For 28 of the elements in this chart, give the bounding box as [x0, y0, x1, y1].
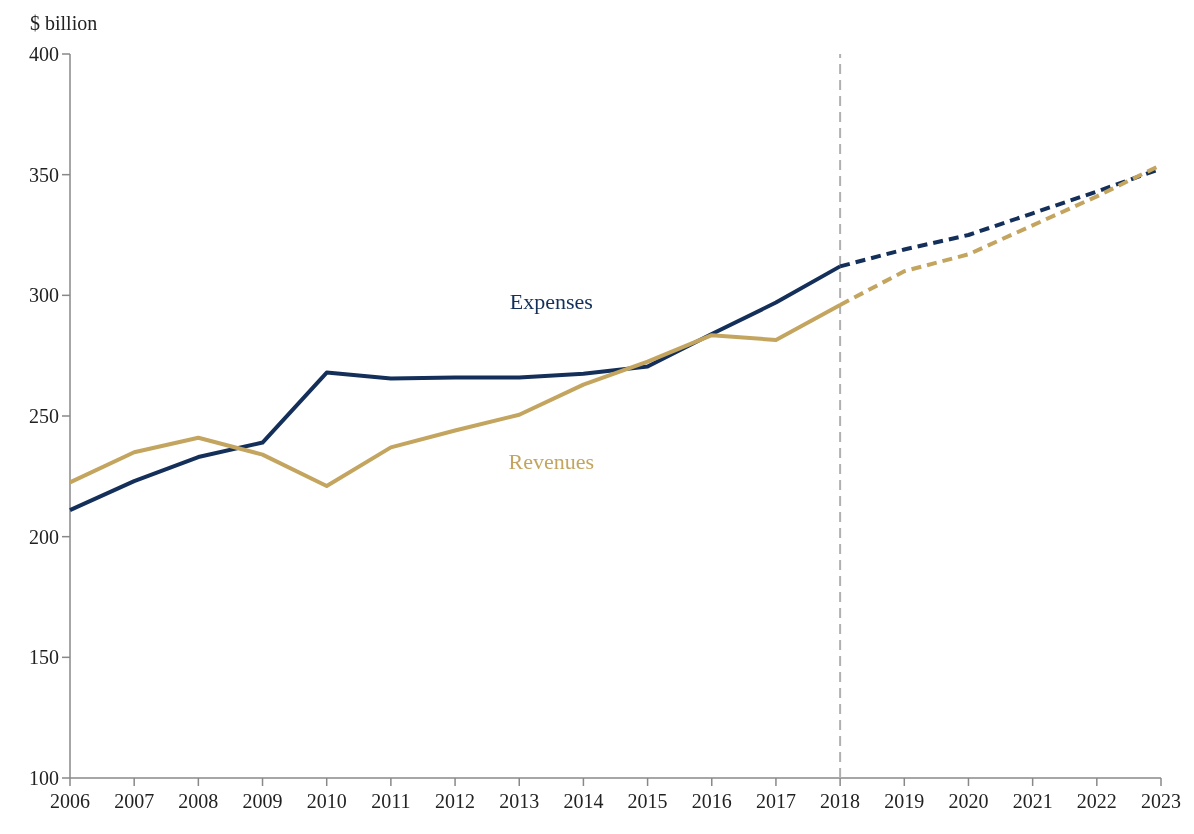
y-tick-label: 100 — [29, 767, 59, 789]
x-tick-label: 2006 — [50, 790, 90, 812]
series-label: Revenues — [508, 448, 595, 474]
y-tick-label: 200 — [29, 525, 59, 548]
x-tick-label: 2017 — [755, 790, 796, 812]
y-tick-label: 250 — [29, 405, 59, 427]
x-tick-label: 2013 — [499, 790, 540, 812]
x-tick-label: 2010 — [306, 790, 347, 812]
y-tick-label: 350 — [29, 163, 59, 186]
x-tick-label: 2009 — [242, 790, 283, 812]
x-tick-label: 2018 — [820, 790, 861, 812]
x-tick-label: 2022 — [1076, 790, 1117, 812]
x-tick-label: 2015 — [627, 790, 668, 812]
x-tick-label: 2014 — [563, 790, 604, 812]
x-tick-label: 2012 — [435, 790, 476, 812]
x-tick-label: 2008 — [178, 790, 219, 812]
y-tick-label: 300 — [29, 284, 59, 307]
x-tick-label: 2019 — [884, 790, 925, 812]
x-tick-label: 2016 — [691, 790, 732, 812]
x-tick-label: 2007 — [114, 790, 155, 812]
y-tick-label: 400 — [29, 43, 59, 65]
y-axis-title: $ billion — [30, 12, 98, 34]
x-tick-label: 2020 — [948, 790, 989, 812]
x-tick-label: 2011 — [371, 790, 411, 812]
x-tick-label: 2021 — [1012, 790, 1053, 812]
y-tick-label: 150 — [29, 646, 59, 669]
text: Expenses — [509, 289, 593, 315]
x-tick-label: 2023 — [1141, 790, 1181, 812]
